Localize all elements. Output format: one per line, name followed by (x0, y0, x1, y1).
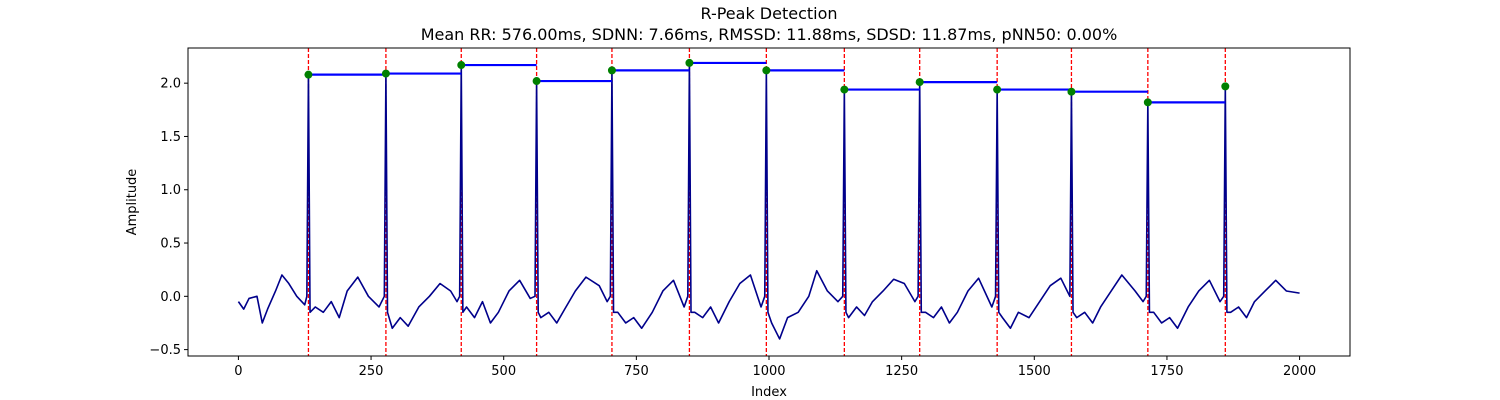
y-tick-label: 1.5 (160, 130, 181, 145)
chart-subtitle: Mean RR: 576.00ms, SDNN: 7.66ms, RMSSD: … (421, 25, 1118, 44)
r-peak-marker (457, 61, 466, 70)
r-peak-marker (1221, 82, 1230, 91)
data-layer (237, 48, 1300, 356)
r-peak-marker (840, 85, 849, 94)
r-peak-marker (304, 70, 313, 79)
r-peak-marker (381, 69, 390, 78)
y-axis-label: Amplitude (125, 169, 140, 236)
y-tick-label: −0.5 (149, 343, 181, 358)
r-peak-marker (532, 77, 541, 86)
x-tick-label: 750 (624, 364, 649, 379)
r-peak-marker (607, 66, 616, 75)
chart-title: R-Peak Detection (700, 4, 837, 23)
x-axis-label: Index (751, 385, 787, 400)
y-axis: −0.5 0.0 0.5 1.0 1.5 2.0 (149, 77, 188, 358)
x-tick-label: 1000 (752, 364, 785, 379)
x-tick-label: 500 (491, 364, 516, 379)
x-tick-label: 0 (234, 364, 242, 379)
x-tick-label: 1500 (1018, 364, 1051, 379)
y-tick-label: 0.0 (160, 290, 181, 305)
plot-frame (187, 47, 1351, 357)
x-tick-label: 2000 (1283, 364, 1316, 379)
r-peak-marker (762, 66, 771, 75)
r-peak-marker (1143, 98, 1152, 107)
x-axis: 0 250 500 750 1000 1250 1500 1750 2000 (234, 356, 1316, 379)
y-tick-label: 1.0 (160, 183, 181, 198)
ecg-signal-line (237, 62, 1300, 340)
r-peak-marker (685, 58, 694, 67)
r-peak-marker (993, 85, 1002, 94)
x-tick-label: 1750 (1150, 364, 1183, 379)
y-tick-label: 2.0 (160, 77, 181, 92)
r-peak-marker (915, 78, 924, 87)
x-tick-label: 1250 (885, 364, 918, 379)
x-tick-label: 250 (359, 364, 384, 379)
r-peak-marker (1067, 87, 1076, 96)
y-tick-label: 0.5 (160, 237, 181, 252)
